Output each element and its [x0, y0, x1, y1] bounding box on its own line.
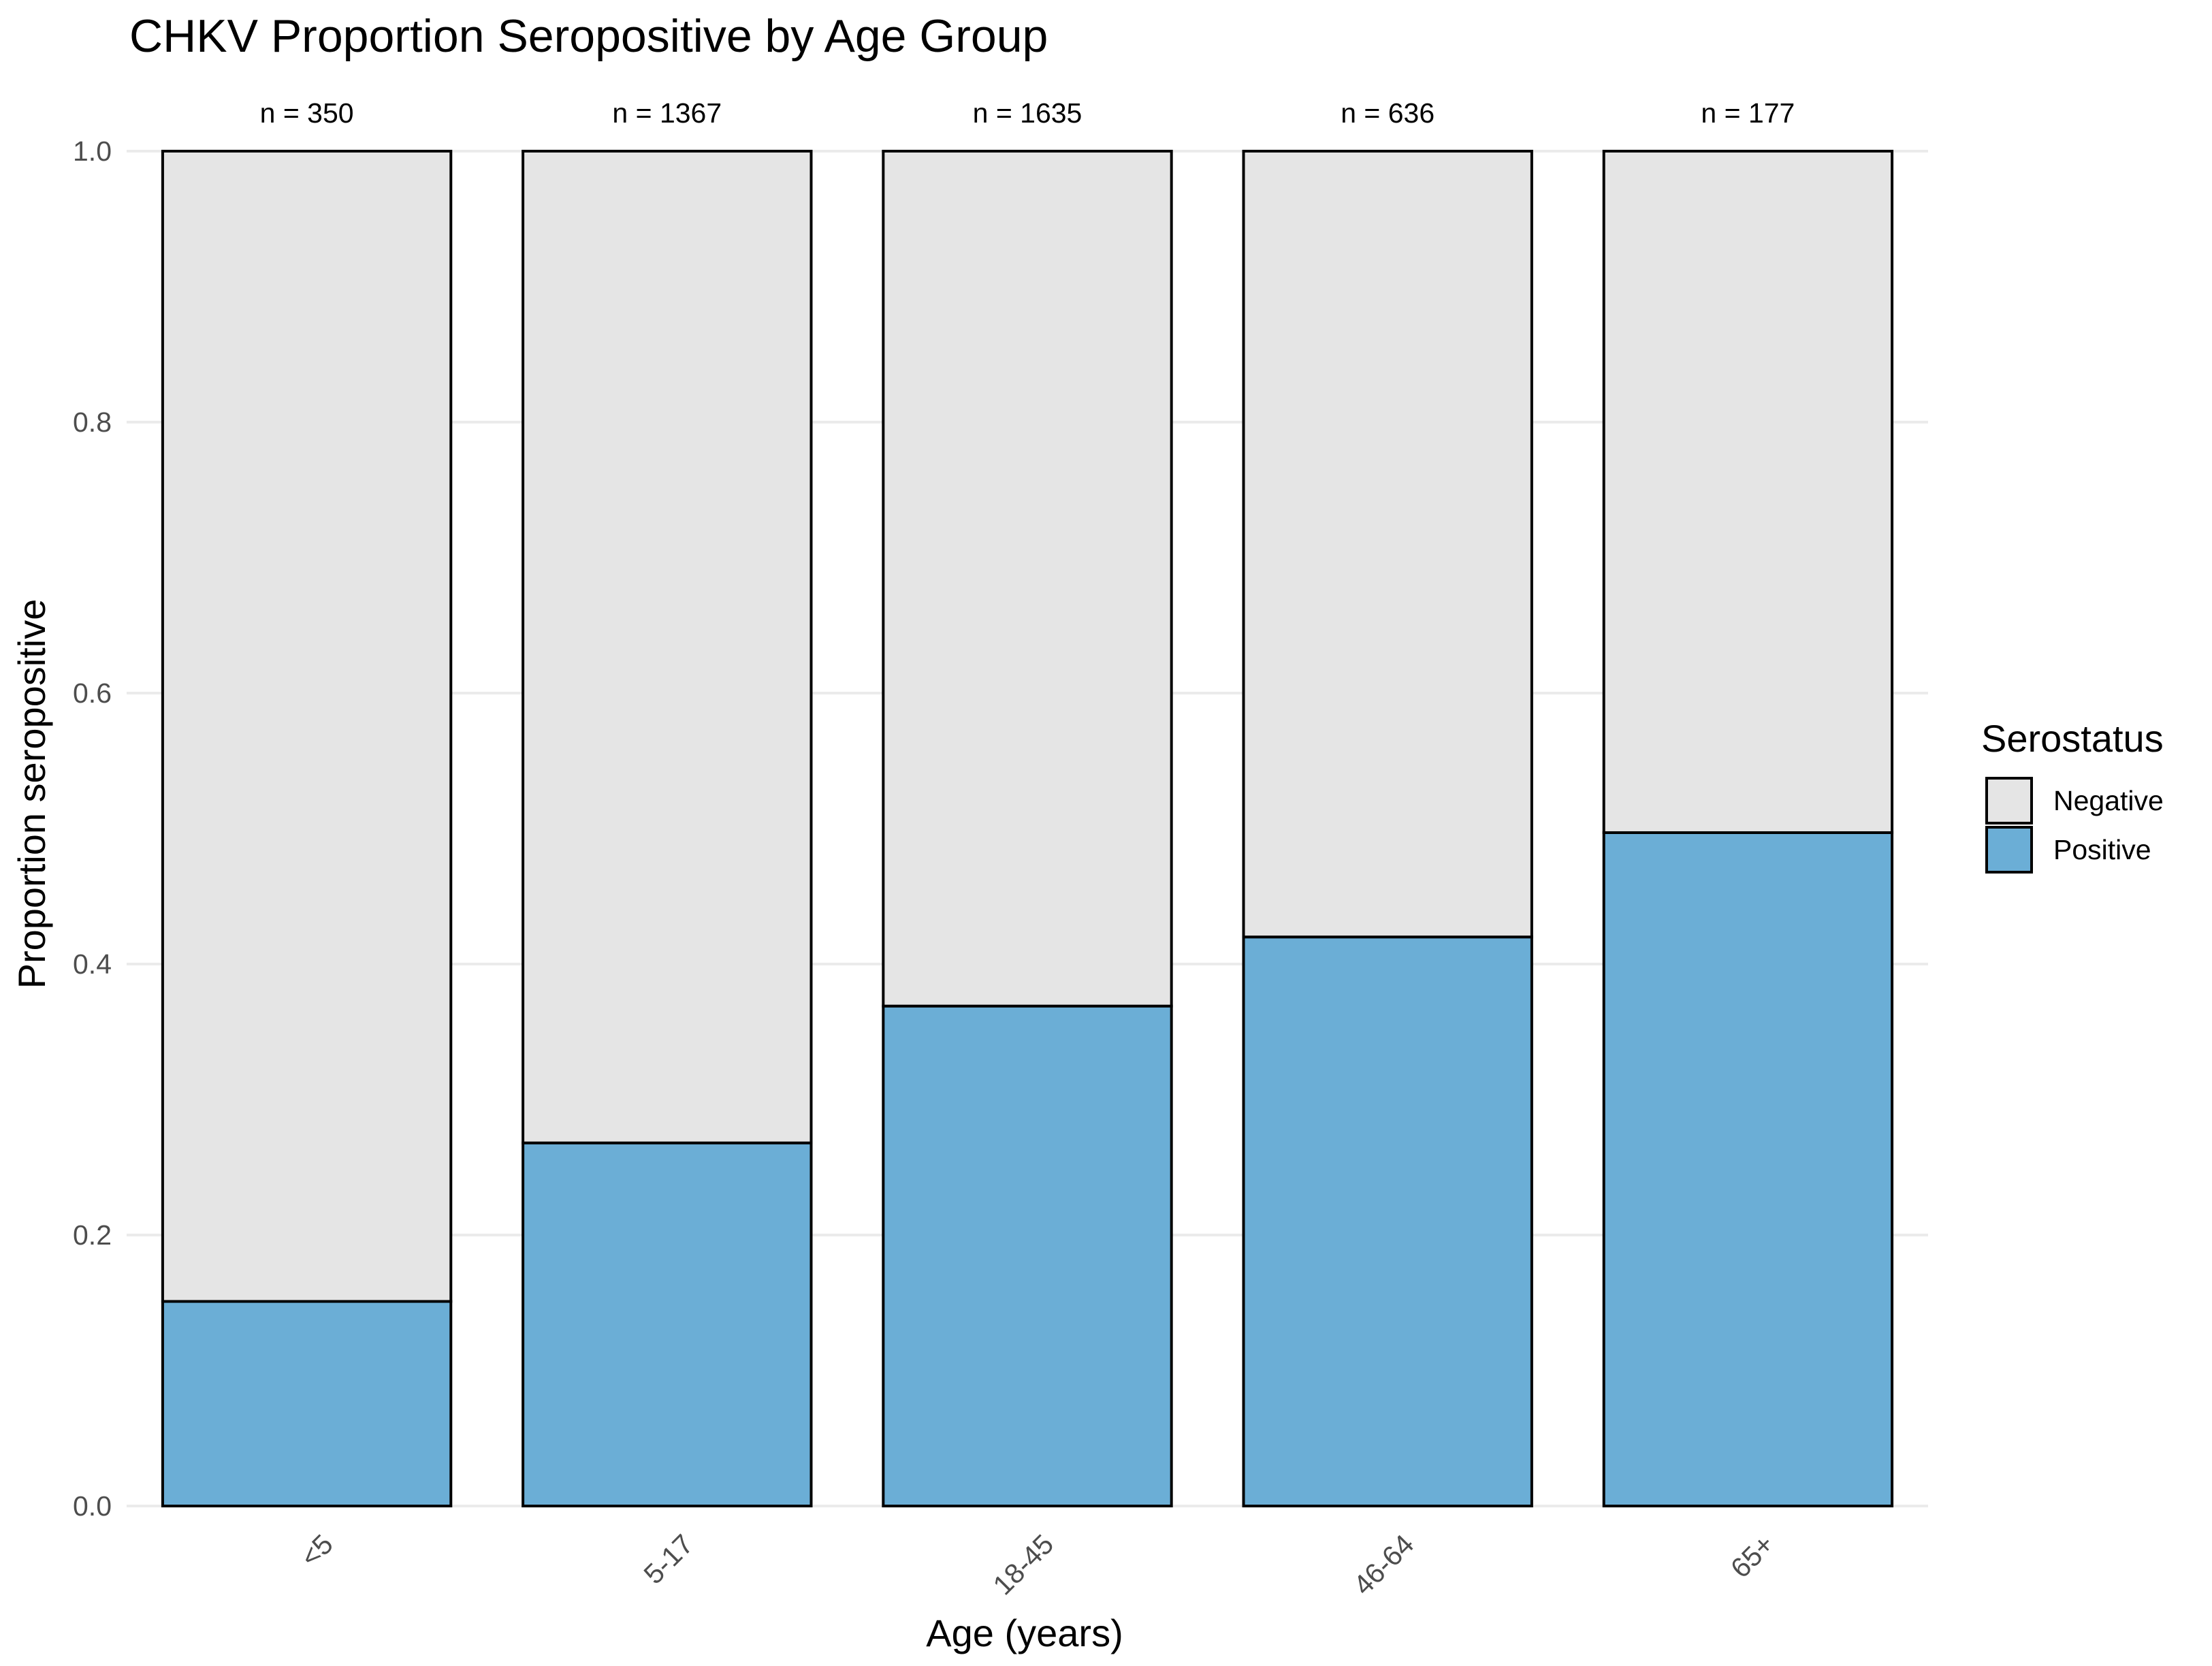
- y-tick-label: 0.2: [73, 1219, 112, 1251]
- bar-negative-2: [882, 150, 1173, 1008]
- y-tick-label: 0.6: [73, 677, 112, 709]
- legend: Serostatus Negative Positive: [1981, 717, 2164, 874]
- bar-positive-1: [522, 1141, 813, 1508]
- y-tick-label: 0.0: [73, 1490, 112, 1522]
- bar-positive-0: [161, 1300, 453, 1507]
- n-label: n = 636: [1341, 97, 1434, 129]
- n-label: n = 1635: [973, 97, 1083, 129]
- sample-size-labels: n = 350 n = 1367 n = 1635 n = 636 n = 177: [260, 97, 1795, 129]
- x-tick-label: 5-17: [638, 1528, 700, 1590]
- legend-label-positive: Positive: [2053, 834, 2151, 865]
- legend-label-negative: Negative: [2053, 785, 2164, 816]
- bar-negative-1: [522, 150, 813, 1144]
- y-tick-label: 0.8: [73, 406, 112, 438]
- x-tick-label: 46-64: [1347, 1528, 1420, 1601]
- y-tick-label: 1.0: [73, 135, 112, 167]
- x-tick-label: 65+: [1725, 1528, 1780, 1584]
- bar-positive-3: [1242, 935, 1533, 1507]
- bar-negative-3: [1242, 150, 1533, 939]
- n-label: n = 350: [260, 97, 354, 129]
- y-axis-tick-labels: 0.0 0.2 0.4 0.6 0.8 1.0: [73, 135, 112, 1522]
- legend-title: Serostatus: [1981, 717, 2164, 760]
- bar-negative-0: [161, 150, 453, 1303]
- bar-positive-2: [882, 1004, 1173, 1507]
- x-tick-label: <5: [294, 1528, 339, 1573]
- bar-positive-4: [1602, 831, 1894, 1507]
- legend-swatch-positive: [1985, 826, 2033, 874]
- y-axis-title: Proportion seropositive: [10, 599, 53, 989]
- x-axis-title: Age (years): [926, 1612, 1123, 1654]
- legend-swatch-negative: [1985, 777, 2033, 824]
- bars: [161, 150, 1894, 1508]
- bar-negative-4: [1602, 150, 1894, 834]
- chart-title: CHKV Proportion Seropositive by Age Grou…: [129, 10, 1048, 62]
- y-tick-label: 0.4: [73, 948, 112, 980]
- x-tick-label: 18-45: [987, 1528, 1060, 1601]
- n-label: n = 177: [1701, 97, 1795, 129]
- x-axis-tick-labels: <5 5-17 18-45 46-64 65+: [294, 1528, 1780, 1601]
- n-label: n = 1367: [612, 97, 722, 129]
